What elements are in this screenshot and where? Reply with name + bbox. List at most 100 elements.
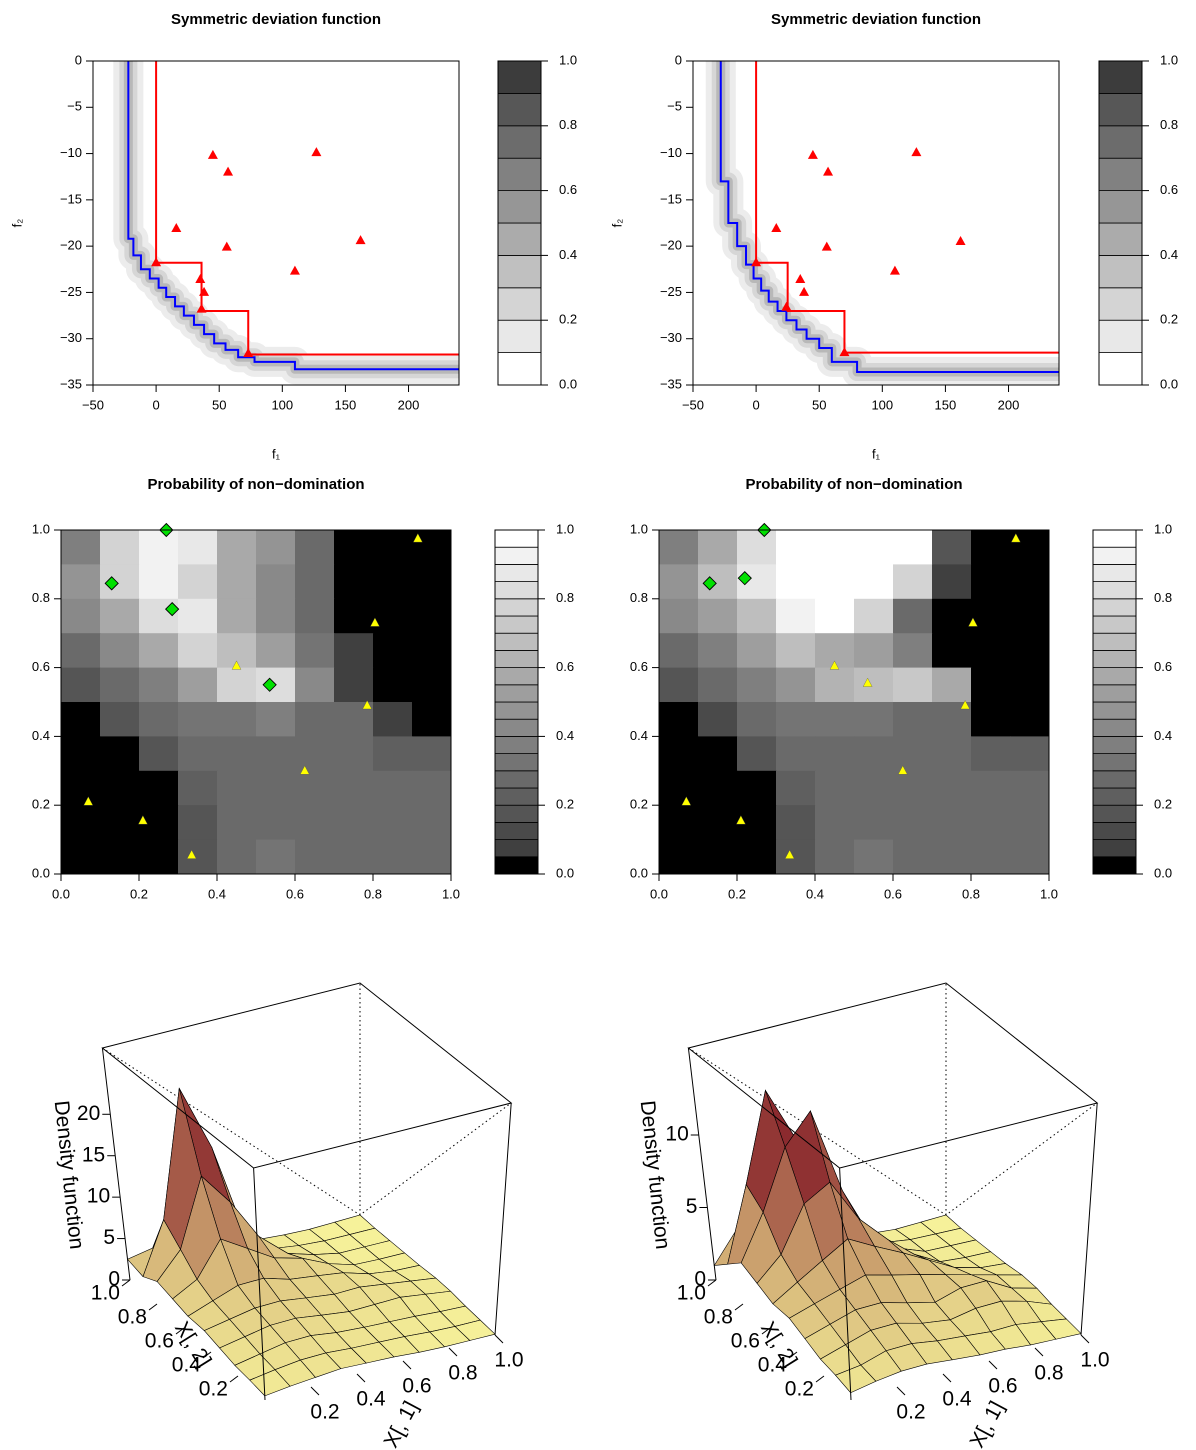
heat-cell [100,530,140,565]
colorbar-band [1098,60,1143,94]
colorbar-band [494,546,539,565]
y-tick-label: 0 [75,52,82,67]
x-tick-label: 100 [871,397,893,412]
triangle-point [289,265,300,275]
heat-cell [893,702,933,737]
colorbar-band [1092,718,1137,737]
x-tick-label: 1.0 [442,886,460,901]
diamond-point [737,571,752,586]
heat-cell [373,736,413,772]
x-tick [896,1386,906,1396]
colorbar-tick-label: 0.2 [556,797,574,812]
colorbar-band [1098,222,1143,256]
triangle-point [243,348,254,358]
colorbar-band [1092,598,1137,617]
heat-cell [971,770,1011,806]
heat-cell [412,770,451,806]
heat-cell [971,530,1011,565]
heat-cell [815,736,855,772]
colorbar-band [1092,701,1137,720]
heat-cell [412,598,451,634]
chart-title: Probability of non−domination [745,476,962,493]
heat-cell [971,839,1011,874]
colorbar-tick-label: 0.6 [556,659,574,674]
x-tick [942,1373,952,1383]
x-tick-label: 0.0 [650,886,668,901]
heat-cell [61,702,101,737]
chart-title: Probability of non−domination [147,476,364,493]
triangle-point [199,286,210,296]
y-axis-label: f₂ [9,219,24,228]
x-tick-label: 0.6 [402,1375,431,1398]
colorbar-tick-label: 0.4 [1160,247,1178,262]
triangle-point [231,660,242,670]
colorbar-tick-label: 0.2 [1154,797,1172,812]
y-tick-label: −25 [60,284,82,299]
surface-facet [834,1364,877,1394]
heat-cell [217,564,257,600]
heat-cell [217,839,257,874]
heat-cell [659,839,699,874]
heat-cell [932,598,972,634]
colorbar-band [1092,822,1137,841]
x-tick [494,1334,504,1344]
heat-cell [100,805,140,841]
heat-cell [412,805,451,841]
heat-cell [100,736,140,772]
triangle-point [862,677,873,687]
colorbar-tick-label: 0.6 [1160,182,1178,197]
heat-cell [932,770,972,806]
colorbar-band [1092,839,1137,858]
heat-cell [373,770,413,806]
colorbar-band [494,804,539,823]
heat-cell [971,598,1011,634]
heat-cell [100,633,140,669]
plot-area [705,61,1059,385]
heat-cell [373,530,413,565]
colorbar-band [497,60,542,94]
heat-cell [893,805,933,841]
y-tick [707,1279,717,1287]
diamond-point [262,677,277,692]
colorbar-band [1098,254,1143,289]
heat-cell [932,736,972,772]
heat-cell [815,564,855,600]
triangle-point [138,815,148,825]
triangle-point [355,235,366,245]
heat-cell [178,564,218,600]
y-tick-label: −10 [660,145,682,160]
heat-cell [256,702,296,737]
triangle-point [823,166,834,176]
heat-cell [737,702,777,737]
y-tick-label: −35 [660,376,682,391]
x-tick-label: −50 [682,397,704,412]
heat-cell [698,702,738,737]
colorbar-tick-label: 1.0 [1160,52,1178,67]
y-tick-label: 0.2 [199,1378,228,1401]
y-tick-label: −20 [60,238,82,253]
heat-cell [295,736,335,772]
x-tick-label: 50 [812,397,826,412]
triangle-point [223,166,234,176]
y-tick [121,1279,131,1287]
z-tick-label: 0 [108,1268,120,1291]
heat-cell [698,530,738,565]
colorbar-tick-label: 0.4 [559,247,577,262]
y-tick-label: 0.6 [145,1330,174,1353]
chart-title: Symmetric deviation function [171,11,381,28]
heat-cell [815,530,855,565]
colorbar-band [494,667,539,686]
x-tick-label: 0.8 [448,1362,477,1385]
z-tick-label: 10 [665,1123,688,1146]
heat-cell [776,736,816,772]
y-tick [734,1303,744,1311]
triangle-point [207,149,218,159]
heat-cell [1010,633,1049,669]
y-tick-label: −30 [60,330,82,345]
colorbar-band [497,352,542,386]
heat-cell [659,702,699,737]
heat-cell [737,736,777,772]
y-axis-label: f₂ [609,219,624,228]
attainment-line [719,61,1059,374]
